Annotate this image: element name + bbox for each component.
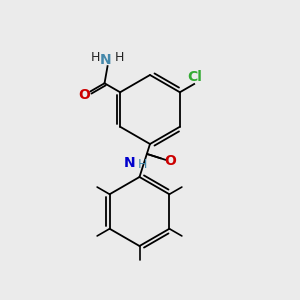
Text: Cl: Cl [188, 70, 202, 84]
Text: O: O [79, 88, 91, 102]
Text: H: H [138, 158, 147, 171]
Text: O: O [164, 154, 176, 168]
Text: N: N [100, 52, 112, 67]
Text: N: N [124, 156, 136, 170]
Text: H: H [91, 51, 100, 64]
Text: H: H [115, 51, 124, 64]
